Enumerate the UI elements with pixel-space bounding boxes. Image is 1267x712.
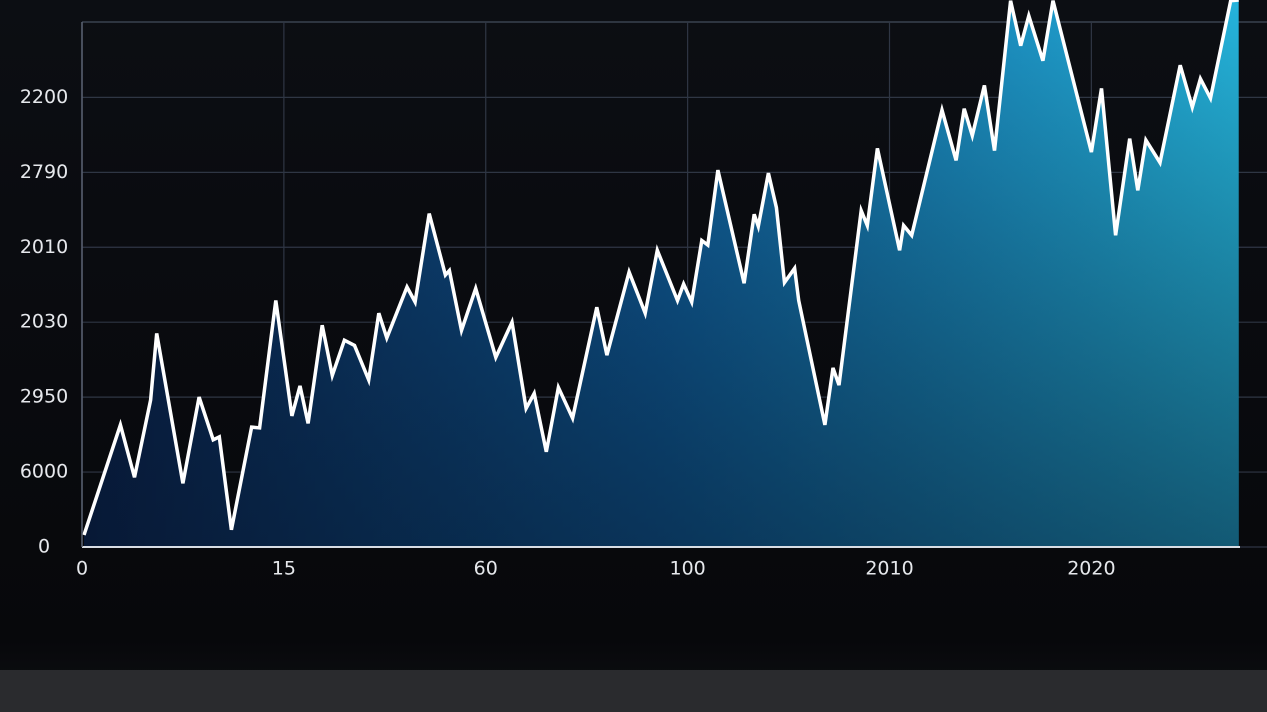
bezel — [0, 670, 1267, 712]
x-tick-label: 60 — [474, 558, 498, 580]
y-tick-label: 2790 — [20, 161, 68, 183]
plot: 0 6000 2950 2030 2010 2790 2200 0 15 60 100 2010 202… — [20, 0, 1267, 580]
x-tick-label: 0 — [76, 558, 88, 580]
y-tick-label: 2200 — [20, 86, 68, 108]
x-tick-label: 2010 — [865, 558, 913, 580]
area-shade — [84, 0, 1239, 547]
x-tick-label: 2020 — [1067, 558, 1115, 580]
x-tick-label: 15 — [272, 558, 296, 580]
y-tick-label: 2030 — [20, 311, 68, 333]
line — [82, 0, 1239, 536]
y-tick-label: 2950 — [20, 386, 68, 408]
y-tick-label: 0 — [38, 536, 50, 558]
y-tick-label: 2010 — [20, 236, 68, 258]
y-tick-label: 6000 — [20, 461, 68, 483]
x-tick-label: 100 — [669, 558, 705, 580]
